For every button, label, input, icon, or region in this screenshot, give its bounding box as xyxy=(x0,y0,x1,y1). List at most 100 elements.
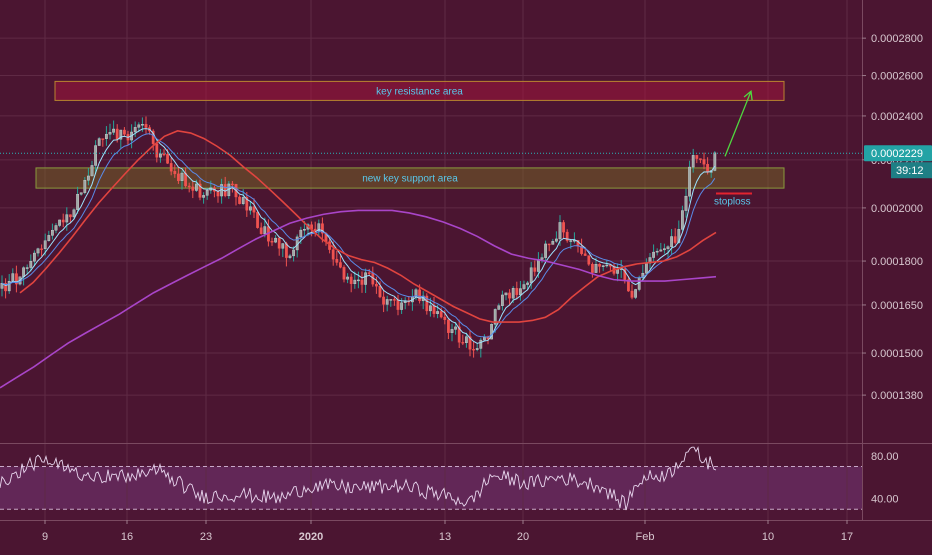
candle-body xyxy=(529,267,533,284)
candle-body xyxy=(400,302,403,310)
price-tick-label: 0.0001380 xyxy=(871,390,923,402)
candle-body xyxy=(497,305,501,310)
candle-body xyxy=(601,265,605,267)
candle-body xyxy=(162,153,166,156)
candle-body xyxy=(119,129,123,140)
candle-body xyxy=(652,251,656,258)
candle-body xyxy=(86,175,90,181)
candle-body xyxy=(385,299,389,305)
price-tick-label: 0.0002000 xyxy=(871,203,923,215)
candle-body xyxy=(133,127,137,133)
candle-body xyxy=(457,326,461,343)
candle-body xyxy=(706,164,710,173)
candle-body xyxy=(270,241,274,243)
candle-body xyxy=(429,305,432,312)
candle-body xyxy=(684,195,688,211)
candle-body xyxy=(108,132,112,135)
candle-body xyxy=(241,197,245,204)
candle-body xyxy=(515,288,519,295)
candle-body xyxy=(187,185,191,188)
time-tick-label: 9 xyxy=(42,531,48,543)
candle-body xyxy=(288,255,292,258)
candle-body xyxy=(79,192,83,195)
stoploss-label: stoploss xyxy=(714,196,751,207)
candle-body xyxy=(605,264,609,267)
candle-body xyxy=(317,223,321,231)
candle-body xyxy=(511,288,515,299)
candle-body xyxy=(277,237,281,249)
candle-body xyxy=(25,267,29,269)
candle-body xyxy=(11,273,15,282)
candle-body xyxy=(238,196,241,204)
candle-body xyxy=(230,183,234,186)
candle-body xyxy=(519,288,522,295)
candle-body xyxy=(375,283,378,287)
candle-body xyxy=(389,299,393,301)
candle-body xyxy=(274,237,277,243)
last-price-box xyxy=(864,145,932,162)
candle-body xyxy=(144,124,148,128)
candle-body xyxy=(450,329,454,333)
candle-body xyxy=(623,268,627,280)
candle-body xyxy=(198,183,202,198)
candle-body xyxy=(501,294,504,306)
last-price-badge: 0.0002229 39:12 xyxy=(864,145,932,179)
candle-body xyxy=(598,263,602,267)
candle-body xyxy=(677,229,681,243)
candle-body xyxy=(508,292,511,299)
candle-body xyxy=(443,316,447,320)
projection-arrow-line xyxy=(724,91,752,157)
candle-body xyxy=(299,229,303,238)
candle-body xyxy=(454,326,457,330)
candle-body xyxy=(115,128,119,140)
candle-body xyxy=(634,289,638,298)
candle-body xyxy=(169,163,173,172)
candle-body xyxy=(659,249,663,252)
candle-body xyxy=(94,145,98,166)
candle-body xyxy=(180,172,184,181)
candle-body xyxy=(472,349,475,351)
candle-body xyxy=(468,336,472,350)
candle-body xyxy=(176,173,180,181)
candle-body xyxy=(537,259,540,272)
candle-body xyxy=(36,248,40,254)
candle-body xyxy=(357,279,360,282)
candle-body xyxy=(591,264,594,273)
candle-body xyxy=(378,285,382,298)
candle-body xyxy=(216,191,220,197)
candle-body xyxy=(61,219,65,223)
candle-body xyxy=(76,193,80,210)
candle-body xyxy=(14,273,18,285)
candle-body xyxy=(40,248,44,250)
candle-body xyxy=(263,226,267,235)
candle-body xyxy=(101,138,105,140)
ema-fast xyxy=(1,128,716,344)
candle-body xyxy=(68,214,72,218)
time-tick-label: 2020 xyxy=(299,531,323,543)
zone-box xyxy=(35,167,785,189)
candle-body xyxy=(483,337,486,341)
candle-body xyxy=(47,235,51,241)
candle-body xyxy=(346,276,349,280)
candle-body xyxy=(173,171,177,175)
candle-body xyxy=(691,155,695,168)
time-tick-label: 17 xyxy=(841,531,853,543)
candle-body xyxy=(65,214,69,223)
candle-body xyxy=(641,272,645,278)
rsi-tick-label: 40.00 xyxy=(871,494,899,506)
candle-body xyxy=(702,159,706,165)
candle-body xyxy=(158,153,162,158)
candle-body xyxy=(475,348,479,350)
countdown-label: 39:12 xyxy=(896,165,924,177)
time-tick-label: 16 xyxy=(121,531,133,543)
candle-body xyxy=(205,189,209,196)
candle-body xyxy=(252,206,256,213)
candle-body xyxy=(418,289,421,302)
candle-body xyxy=(292,249,295,257)
candle-body xyxy=(544,243,548,258)
candle-body xyxy=(104,133,108,139)
candle-body xyxy=(202,195,205,198)
zone-box xyxy=(54,80,785,101)
candle-body xyxy=(522,284,526,289)
